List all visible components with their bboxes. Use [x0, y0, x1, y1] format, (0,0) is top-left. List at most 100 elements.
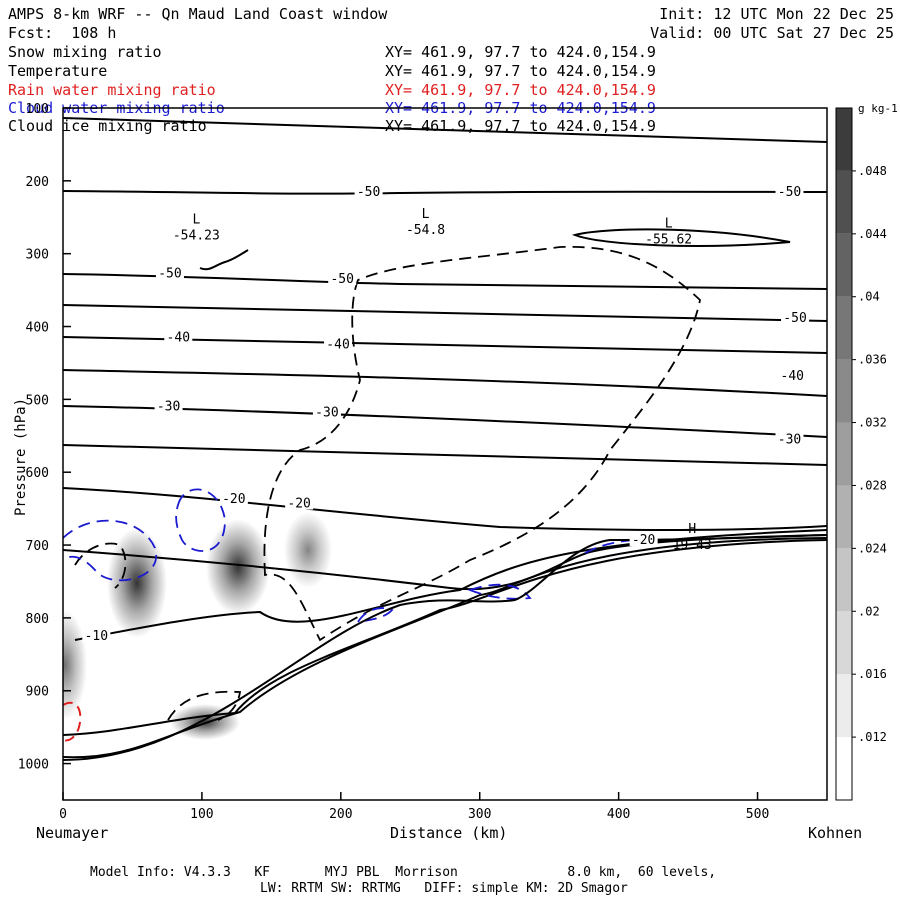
temperature-label: -20 [222, 492, 245, 507]
contour-label-bg [629, 531, 658, 546]
temperature-label: -40 [326, 338, 349, 353]
colorbar-tick-label: .024 [858, 541, 887, 555]
contour-label-bg [219, 491, 248, 506]
chart-title: AMPS 8-km WRF -- Qn Maud Land Coast wind… [8, 5, 388, 23]
y-tick-label: 300 [26, 248, 49, 263]
cloud-water-contour [356, 607, 394, 624]
field-name: Cloud ice mixing ratio [8, 117, 207, 135]
temperature-contours [63, 117, 827, 759]
contour-label-bg [285, 495, 314, 510]
cloud-ice-contour [74, 542, 127, 589]
temperature-label: -30 [157, 400, 180, 415]
cloud-ice-contour [167, 690, 242, 721]
cloud-ice-contours [74, 245, 701, 721]
y-tick-label: 400 [26, 321, 49, 336]
plot-frame [62, 107, 828, 801]
colorbar-bin [836, 485, 852, 549]
y-tick-label: 100 [26, 102, 49, 117]
L-small-isotherm [199, 249, 249, 271]
contour-label-bg [354, 183, 383, 198]
temperature-label: -30 [315, 405, 338, 420]
isotherm [63, 117, 827, 143]
right-endpoint-label: Kohnen [808, 824, 863, 842]
temperature-label: -40 [167, 330, 190, 345]
cloud-water-contour [175, 488, 226, 552]
contour-label-bg [155, 265, 184, 280]
field-name: Temperature [8, 62, 108, 80]
temperature-label: -50 [783, 311, 806, 326]
x-tick-label: 500 [746, 807, 769, 822]
contour-label-bg [775, 183, 804, 198]
extremum-value: 19.43 [673, 538, 712, 553]
extremum-value: -55.62 [645, 232, 692, 247]
colorbar-tick-label: .048 [858, 164, 887, 178]
axes: 0 100 200 300 400 500 100 200 300 400 500 600 700 800… [18, 102, 770, 822]
rain-water-contour [63, 701, 82, 742]
isotherm [63, 369, 827, 397]
forecast-hour: Fcst: 108 h [8, 24, 117, 42]
model-info-line: Model Info: V4.3.3 KF MYJ PBL Morrison 8… [90, 865, 717, 880]
valid-time: Valid: 00 UTC Sat 27 Dec 25 [650, 24, 894, 42]
temperature-label: -20 [632, 533, 655, 548]
field-xy: XY= 461.9, 97.7 to 424.0,154.9 [385, 43, 656, 61]
colorbar-bin [836, 737, 852, 800]
cloud-ice-contour [263, 245, 701, 642]
contour-label-bg [324, 336, 353, 351]
colorbar-bin [836, 422, 852, 486]
colorbar-bin [836, 170, 852, 234]
temperature-label: -30 [778, 432, 801, 447]
x-tick-label: 200 [329, 807, 352, 822]
colorbar-tick-label: .044 [858, 227, 887, 241]
colorbar: .012 .016 .02 .024 .028 .032 .036 .04 .044 .048 [835, 107, 887, 801]
y-tick-label: 600 [26, 466, 49, 481]
x-tick-label: 400 [607, 807, 630, 822]
contour-label-bg [312, 404, 341, 419]
x-tick-label: 300 [468, 807, 491, 822]
snow-shading-cell [206, 519, 270, 615]
colorbar-bin [836, 108, 852, 171]
snow-shading-cell [63, 610, 87, 720]
L-closed-isotherm [571, 228, 791, 247]
isotherm [74, 529, 827, 641]
isotherm [63, 273, 827, 290]
isotherm [63, 304, 827, 322]
x-tick-label: 100 [190, 807, 213, 822]
colorbar-bin [836, 296, 852, 360]
y-tick-label: 200 [26, 175, 49, 190]
contour-label-bg [164, 329, 193, 344]
x-axis-title: Distance (km) [390, 824, 508, 842]
snow-shading-cell [170, 704, 240, 740]
cloud-water-contour [584, 539, 641, 554]
cloud-water-contour [63, 519, 158, 582]
y-tick-label: 500 [26, 393, 49, 408]
colorbar-tick-label: .012 [858, 730, 887, 744]
colorbar-tick-label: .04 [858, 290, 880, 304]
colorbar-tick-label: .02 [858, 604, 880, 618]
y-tick-label: 700 [26, 539, 49, 554]
y-axis-title: Pressure (hPa) [13, 397, 30, 517]
colorbar-tick-label: .036 [858, 353, 887, 367]
contour-label-bg [328, 271, 357, 286]
contour-label-bg [781, 309, 810, 324]
snow-shading-cell [284, 512, 332, 588]
physics-info-line: LW: RRTM SW: RRTMG DIFF: simple KM: 2D S… [260, 881, 628, 896]
contour-labels: -50 -50 -50 -50 -50 -40 -40 -40 -30 -30 -30 -20 -20 -… [82, 183, 810, 644]
isotherm [63, 336, 827, 354]
temperature-label: -50 [330, 272, 353, 287]
temperature-label: -40 [781, 369, 804, 384]
contour-label-bg [82, 628, 111, 643]
field-xy: XY= 461.9, 97.7 to 424.0,154.9 [385, 117, 656, 135]
terrain-surface [63, 534, 827, 761]
colorbar-bin [836, 674, 852, 738]
extremum-marker: L [665, 216, 673, 231]
contour-label-bg [154, 398, 183, 413]
colorbar-tick-label: .016 [858, 667, 887, 681]
colorbar-tick-label: .028 [858, 478, 887, 492]
field-name: Rain water mixing ratio [8, 81, 216, 99]
extremum-marker: H [688, 522, 696, 537]
temperature-label: -20 [287, 497, 310, 512]
extremum-marker: L [422, 207, 430, 222]
temperature-label: -50 [778, 185, 801, 200]
colorbar-bin [836, 233, 852, 297]
